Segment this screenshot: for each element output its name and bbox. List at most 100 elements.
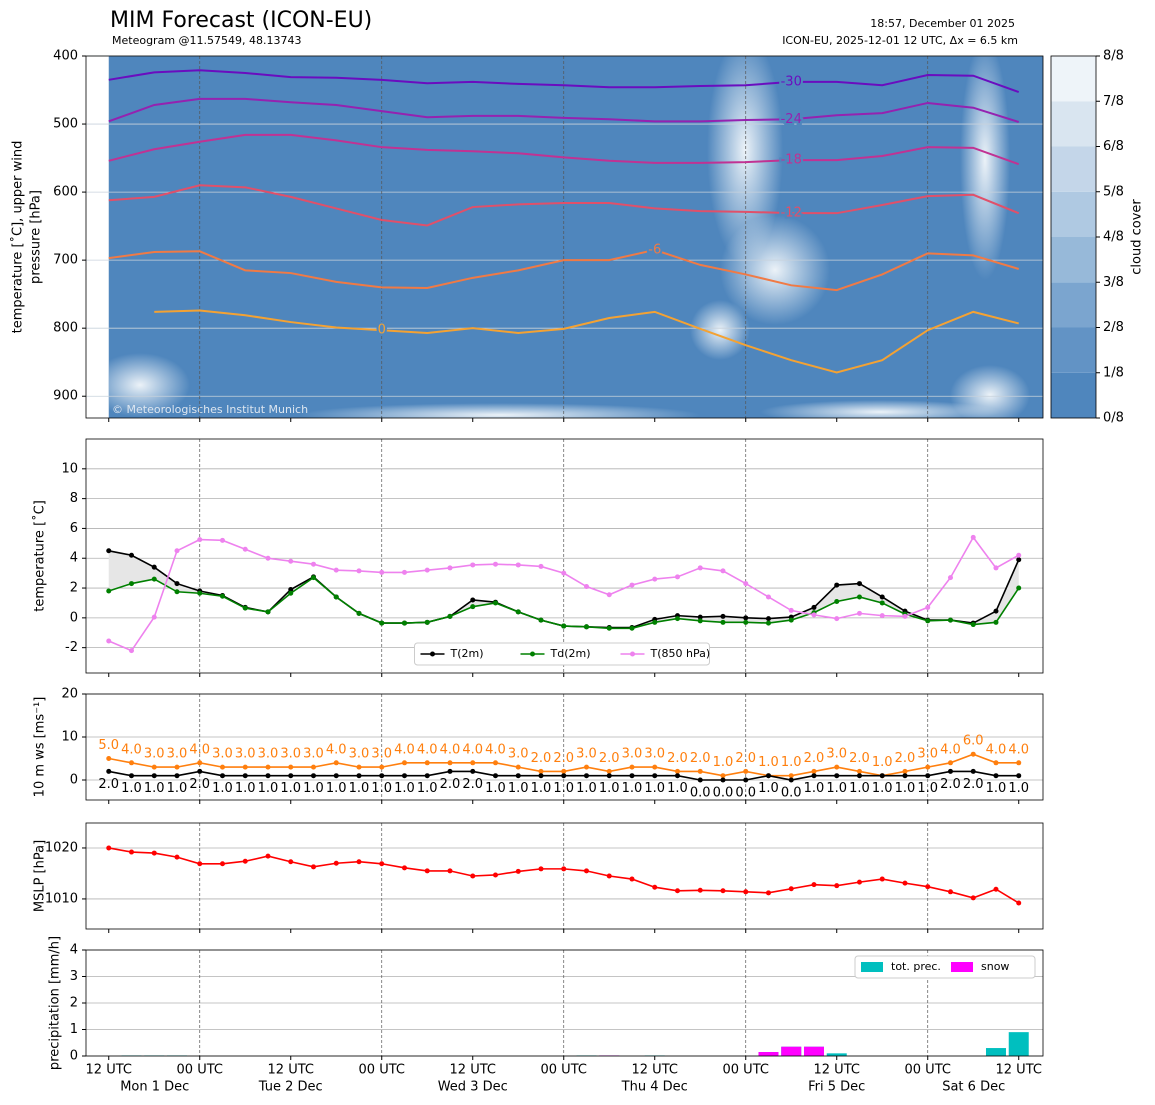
- value-label: 1.0: [599, 781, 620, 796]
- series-point: [492, 760, 498, 766]
- series-point: [219, 764, 225, 770]
- series-point: [288, 859, 294, 865]
- value-label: 3.0: [644, 747, 665, 762]
- series-point: [197, 590, 203, 596]
- series-point: [765, 620, 771, 626]
- series-point: [993, 608, 999, 614]
- series-point: [947, 889, 953, 895]
- series-point: [993, 565, 999, 571]
- x-tick-label: 12 UTC: [86, 1063, 132, 1078]
- value-label: 3.0: [371, 747, 392, 762]
- contour-label: -6: [648, 242, 661, 257]
- series-point: [1016, 585, 1022, 591]
- series-point: [492, 561, 498, 567]
- cloud-patch: [760, 400, 1000, 418]
- series-point: [128, 581, 134, 587]
- series-point: [629, 625, 635, 631]
- value-label: 1.0: [121, 781, 142, 796]
- series-point: [606, 592, 612, 598]
- series-point: [447, 868, 453, 874]
- series-point: [310, 764, 316, 770]
- series-point: [470, 604, 476, 610]
- series-point: [515, 764, 521, 770]
- contour-label: -24: [781, 112, 802, 127]
- series-point: [856, 768, 862, 774]
- y-tick-label: 1020: [45, 840, 78, 855]
- series-point: [879, 613, 885, 619]
- series-point: [879, 773, 885, 779]
- series-point: [879, 600, 885, 606]
- series-point: [447, 613, 453, 619]
- temperature-contour: [108, 69, 1020, 94]
- cloud-patch: [109, 353, 190, 417]
- series-point: [720, 568, 726, 574]
- series-point: [606, 625, 612, 631]
- x-tick-label: 12 UTC: [632, 1063, 678, 1078]
- series-point: [470, 760, 476, 766]
- y-axis-label: temperature [˚C]: [32, 500, 48, 612]
- series-point: [447, 565, 453, 571]
- value-label: 1.0: [917, 781, 938, 796]
- legend-label: T(2m): [450, 647, 484, 660]
- value-label: 1.0: [576, 781, 597, 796]
- series-point: [674, 888, 680, 894]
- series-point: [925, 884, 931, 890]
- series-point: [788, 886, 794, 892]
- value-label: 1.0: [781, 755, 802, 770]
- series-point: [379, 620, 385, 626]
- contour-label: -18: [781, 153, 802, 168]
- series-point: [515, 773, 521, 779]
- value-label: 5.0: [98, 738, 119, 753]
- panel-frame: [85, 693, 1044, 801]
- series-point: [629, 764, 635, 770]
- series-point: [697, 565, 703, 571]
- series-point: [697, 614, 703, 620]
- series-point: [174, 764, 180, 770]
- series-point: [834, 773, 840, 779]
- series-point: [265, 609, 271, 615]
- series-point: [333, 773, 339, 779]
- value-label: 2.0: [599, 751, 620, 766]
- y-tick-label: 0: [70, 1049, 78, 1064]
- series-point: [333, 760, 339, 766]
- series-point: [993, 886, 999, 892]
- value-label: 1.0: [849, 781, 870, 796]
- series-point: [856, 581, 862, 587]
- y-tick-label: 4: [70, 551, 78, 566]
- series-point: [401, 773, 407, 779]
- y-tick-label: 1010: [45, 891, 78, 906]
- series-point: [583, 773, 589, 779]
- series-point: [720, 888, 726, 894]
- series-point: [219, 861, 225, 867]
- panel-frame: [85, 949, 1044, 1057]
- series-point: [538, 563, 544, 569]
- value-label: 3.0: [235, 747, 256, 762]
- y-axis-label: 10 m ws [ms⁻¹]: [33, 697, 48, 798]
- series-point: [743, 619, 749, 625]
- value-label: 1.0: [371, 781, 392, 796]
- series-point: [947, 575, 953, 581]
- series-point: [811, 773, 817, 779]
- series-point: [856, 879, 862, 885]
- value-label: 1.0: [713, 755, 734, 770]
- series-point: [652, 576, 658, 582]
- series-point: [788, 777, 794, 783]
- x-tick-label: 00 UTC: [723, 1063, 769, 1078]
- colorbar-band: [1051, 372, 1096, 418]
- y-tick-label: -2: [65, 640, 78, 655]
- series-point: [470, 562, 476, 568]
- value-label: 3.0: [280, 747, 301, 762]
- series-point: [401, 760, 407, 766]
- colorbar-band: [1051, 191, 1096, 237]
- y-axis-label: MSLP [hPa]: [33, 840, 48, 912]
- series-point: [174, 581, 180, 587]
- y-tick-label: 10: [61, 730, 78, 745]
- series-point: [424, 619, 430, 625]
- series-point: [288, 558, 294, 564]
- series-point: [1016, 557, 1022, 563]
- value-label: 1.0: [326, 781, 347, 796]
- series-point: [902, 880, 908, 886]
- legend-swatch: [951, 962, 973, 972]
- series-point: [515, 609, 521, 615]
- x-tick-label: 00 UTC: [359, 1063, 405, 1078]
